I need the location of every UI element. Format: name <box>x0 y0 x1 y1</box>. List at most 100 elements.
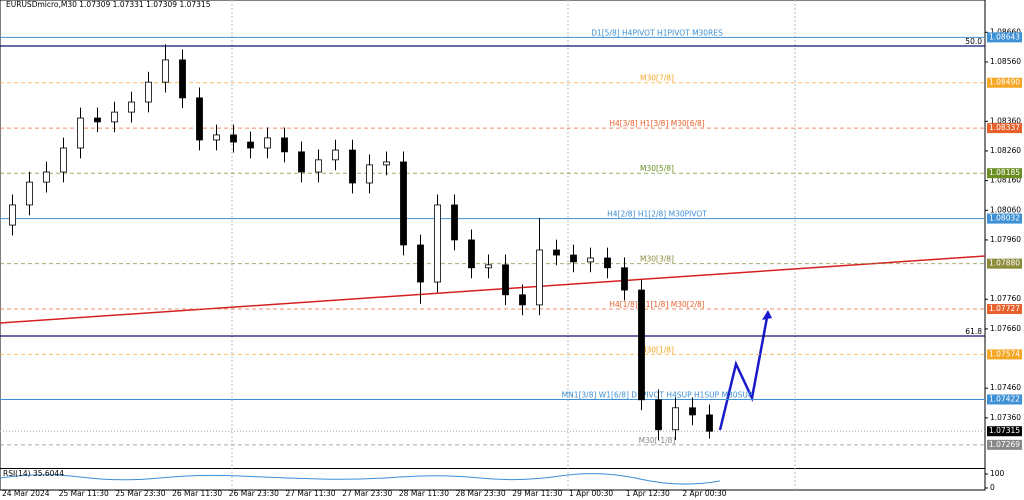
price-box-label: 1.08032 <box>989 214 1020 223</box>
y-tick-label: 1.07360 <box>990 413 1021 422</box>
current-price-box <box>987 426 1022 437</box>
candle-body <box>366 164 373 184</box>
candle-body <box>706 414 713 432</box>
candle-body <box>587 257 594 263</box>
projection-arrow <box>718 311 770 431</box>
x-tick-label: 2 Apr 00:30 <box>682 489 726 498</box>
candle-body <box>655 399 662 431</box>
level-label: M30[5/8] <box>640 164 674 173</box>
price-box <box>987 304 1022 315</box>
current-price-label: 1.07315 <box>989 426 1020 435</box>
y-tick-label: 1.08660 <box>990 27 1021 36</box>
candle-body <box>128 101 135 113</box>
x-tick-label: 1 Apr 00:30 <box>569 489 613 498</box>
price-box-label: 1.08337 <box>989 123 1020 132</box>
candle-body <box>400 161 407 246</box>
y-tick-label: 1.08260 <box>990 146 1021 155</box>
level-label: M30[1/8] <box>640 345 674 354</box>
price-box <box>987 439 1022 450</box>
indicator-tick-label: 100 <box>990 469 1005 478</box>
candle-body <box>332 149 339 161</box>
level-label: M30[-1/8] <box>639 436 676 445</box>
level-label: H4[2/8] H1[2/8] M30PIVOT <box>607 210 707 219</box>
x-tick-label: 29 Mar 11:30 <box>512 489 562 498</box>
candle-body <box>604 257 611 269</box>
level-label: H4[3/8] H1[3/8] M30[6/8] <box>609 119 704 128</box>
candle-body <box>264 137 271 149</box>
price-box <box>987 168 1022 179</box>
candle-body <box>298 151 305 173</box>
level-label: M30[7/8] <box>640 74 674 83</box>
candle-body <box>621 267 628 291</box>
y-tick-label: 1.07660 <box>990 324 1021 333</box>
candle-body <box>689 407 696 416</box>
candle-body <box>162 59 169 83</box>
candle-body <box>315 159 322 173</box>
level-label: H4[1/8] H1[1/8] M30[2/8] <box>609 300 704 309</box>
layer: 1.08660 1.08560 1.08360 1.08260 1.08160 1.080… <box>0 27 1022 498</box>
candle-body <box>485 264 492 269</box>
price-box-label: 1.07574 <box>989 349 1020 358</box>
candle-body <box>383 161 390 166</box>
rsi-line <box>0 473 721 485</box>
candle-body <box>77 117 84 149</box>
y-tick-label: 1.07760 <box>990 294 1021 303</box>
candle-body <box>145 81 152 103</box>
candle-body <box>502 264 509 296</box>
x-tick-label: 26 Mar 11:30 <box>172 489 222 498</box>
candle-body <box>26 181 33 206</box>
plot-frame <box>0 0 986 491</box>
candle-body <box>247 141 254 149</box>
x-tick-label: 27 Mar 23:30 <box>342 489 392 498</box>
candle-body <box>638 289 645 401</box>
candle-body <box>60 147 67 173</box>
x-tick-label: 26 Mar 23:30 <box>229 489 279 498</box>
y-tick-label: 1.08060 <box>990 205 1021 214</box>
x-tick-label: 24 Mar 2024 <box>2 489 50 498</box>
candle-body <box>179 59 186 99</box>
candle-body <box>536 249 543 306</box>
candle-body <box>570 254 577 263</box>
candle-body <box>281 137 288 153</box>
x-tick-label: 1 Apr 12:30 <box>626 489 670 498</box>
price-box <box>987 77 1022 88</box>
x-tick-label: 25 Mar 23:30 <box>115 489 165 498</box>
price-box <box>987 32 1022 43</box>
candle-body <box>94 117 101 123</box>
price-box <box>987 213 1022 224</box>
price-box-label: 1.08490 <box>989 78 1020 87</box>
level-label: M30[3/8] <box>640 255 674 264</box>
candle-body <box>672 407 679 431</box>
y-tick-label: 1.08360 <box>990 116 1021 125</box>
candle-body <box>43 171 50 183</box>
x-tick-label: 28 Mar 11:30 <box>399 489 449 498</box>
price-box-label: 1.07727 <box>989 304 1020 313</box>
arrow-head <box>762 310 772 320</box>
y-tick-label: 1.08560 <box>990 57 1021 66</box>
price-box-label: 1.07269 <box>989 440 1020 449</box>
candle-body <box>9 204 16 226</box>
y-tick-label: 1.07960 <box>990 235 1021 244</box>
y-tick-label: 1.07460 <box>990 383 1021 392</box>
indicator-label: RSI(14) 35.6044 <box>3 469 64 478</box>
price-box <box>987 258 1022 269</box>
candle-body <box>519 294 526 306</box>
candle-body <box>553 249 560 256</box>
price-box <box>987 349 1022 360</box>
price-box-label: 1.07422 <box>989 394 1020 403</box>
price-box-label: 1.08185 <box>989 168 1020 177</box>
price-box <box>987 123 1022 134</box>
candle-body <box>213 134 220 141</box>
x-tick-label: 27 Mar 11:30 <box>286 489 336 498</box>
x-tick-label: 28 Mar 23:30 <box>456 489 506 498</box>
price-box-label: 1.08643 <box>989 32 1020 41</box>
level-label: MN1[3/8] W1[6/8] D1PIVOT H4SUP H1SUP M30… <box>562 390 753 399</box>
candle-body <box>434 204 441 283</box>
candle-body <box>111 111 118 123</box>
level-label: D1[5/8] H4PIVOT H1PIVOT M30RES <box>591 28 723 37</box>
price-box-label: 1.07880 <box>989 259 1020 268</box>
price-box <box>987 394 1022 405</box>
candle-body <box>230 134 237 143</box>
trend-line <box>0 255 986 324</box>
